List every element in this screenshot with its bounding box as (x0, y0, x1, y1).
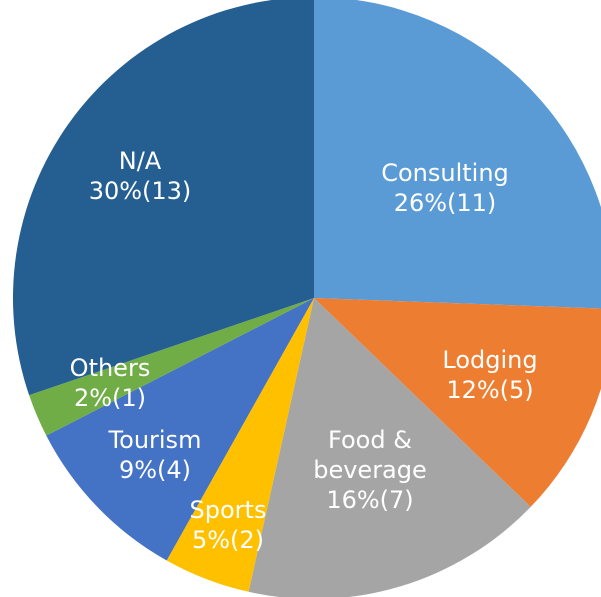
value-label: 2%(1) (73, 384, 147, 412)
slice-label: Others 2%(1) (30, 353, 190, 413)
category-label: Tourism (108, 426, 202, 454)
category-label: Food & beverage (313, 426, 427, 484)
pie-slice (46, 298, 314, 561)
pie-slice (29, 298, 314, 436)
pie-slice (314, 298, 601, 507)
value-label: 12%(5) (446, 376, 534, 404)
slice-label: Food & beverage 16%(7) (290, 425, 450, 515)
pie-slice (248, 298, 531, 597)
value-label: 30%(13) (88, 177, 192, 205)
pie-slice (13, 0, 314, 396)
slice-label: Consulting 26%(11) (365, 158, 525, 218)
pie-slice (166, 298, 314, 592)
slice-label: Sports 5%(2) (148, 495, 308, 555)
pie-slice (314, 0, 601, 309)
category-label: Others (69, 354, 151, 382)
value-label: 9%(4) (118, 456, 192, 484)
slice-label: N/A 30%(13) (60, 146, 220, 206)
category-label: Sports (189, 496, 267, 524)
value-label: 26%(11) (393, 189, 497, 217)
value-label: 16%(7) (326, 486, 414, 514)
category-label: N/A (118, 147, 162, 175)
slice-label: Lodging 12%(5) (410, 345, 570, 405)
category-label: Lodging (442, 346, 538, 374)
category-label: Consulting (381, 159, 509, 187)
slice-label: Tourism 9%(4) (75, 425, 235, 485)
value-label: 5%(2) (191, 526, 265, 554)
